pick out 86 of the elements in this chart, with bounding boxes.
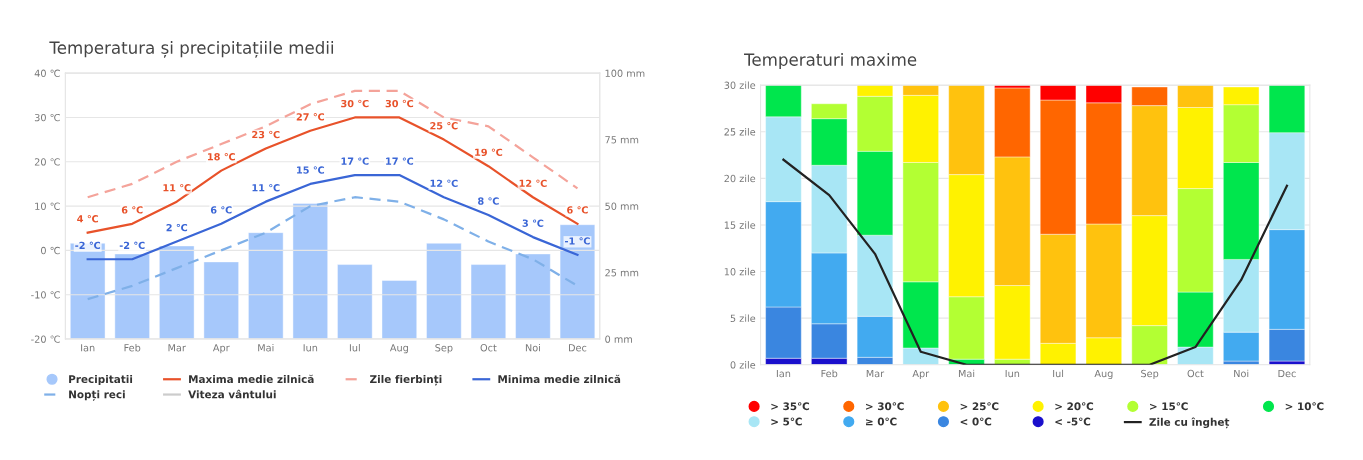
data-label: 27 ℃ bbox=[296, 113, 325, 121]
x-tick-label: Mar bbox=[168, 344, 186, 352]
data-label: 12 ℃ bbox=[519, 179, 547, 187]
legend-label: < 0℃ bbox=[960, 417, 992, 426]
data-label: 11 ℃ bbox=[163, 184, 191, 192]
y-tick-label: 0 ℃ bbox=[41, 246, 60, 255]
legend-label: Zile cu îngheț bbox=[1149, 417, 1230, 429]
data-label: 8 ℃ bbox=[478, 197, 499, 205]
x-tick-label: Iun bbox=[1005, 369, 1020, 378]
y-tick-label: 30 zile bbox=[724, 81, 756, 89]
legend-label: > 20℃ bbox=[1055, 402, 1094, 411]
legend-label: ≥ 0℃ bbox=[866, 417, 897, 426]
data-label: 18 ℃ bbox=[208, 152, 235, 161]
x-tick-label: Iul bbox=[349, 343, 360, 352]
legend-label: Precipitatii bbox=[69, 374, 133, 386]
data-label: 17 ℃ bbox=[341, 157, 369, 165]
legend-label: Maxima medie zilnică bbox=[189, 374, 314, 384]
y-tick-label: 5 zile bbox=[730, 314, 756, 322]
x-tick-label: Ian bbox=[81, 344, 95, 352]
y2-tick-label: 75 mm bbox=[605, 136, 639, 144]
data-label: 11 ℃ bbox=[252, 184, 280, 192]
data-label: 30 ℃ bbox=[341, 99, 369, 108]
legend-label: > 35℃ bbox=[771, 402, 810, 411]
legend-label: Nopți reci bbox=[69, 390, 125, 401]
x-tick-label: Iul bbox=[1053, 369, 1064, 378]
y2-tick-label: 50 mm bbox=[605, 202, 639, 210]
data-label: 2 ℃ bbox=[166, 223, 188, 232]
data-label: 3 ℃ bbox=[522, 219, 544, 227]
y-tick-label: -10 ℃ bbox=[31, 291, 60, 299]
y2-tick-label: 100 mm bbox=[605, 69, 645, 77]
data-label: 6 ℃ bbox=[121, 206, 143, 214]
x-tick-label: Ian bbox=[776, 369, 791, 378]
data-label: -1 ℃ bbox=[565, 237, 590, 245]
y2-tick-label: 25 mm bbox=[605, 269, 639, 277]
x-tick-label: Sep bbox=[435, 344, 453, 354]
data-label: -2 ℃ bbox=[119, 241, 145, 250]
x-tick-label: Sep bbox=[1141, 369, 1159, 380]
x-tick-label: Mai bbox=[258, 343, 274, 352]
data-label: 19 ℃ bbox=[475, 148, 503, 156]
y2-tick-label: 0 mm bbox=[605, 335, 632, 343]
legend-label: Viteza vântului bbox=[188, 389, 276, 399]
chart-title: Temperaturi maxime bbox=[744, 52, 917, 70]
data-label: 6 ℃ bbox=[210, 206, 232, 214]
y-tick-label: 40 ℃ bbox=[34, 69, 60, 77]
x-tick-label: Apr bbox=[912, 369, 930, 380]
data-label: 4 ℃ bbox=[77, 215, 99, 223]
x-tick-label: Iun bbox=[303, 344, 318, 352]
legend-label: > 10℃ bbox=[1285, 402, 1324, 411]
y-tick-label: 25 zile bbox=[724, 128, 756, 136]
x-tick-label: Oct bbox=[1187, 369, 1204, 378]
y-tick-label: 0 zile bbox=[730, 361, 756, 369]
x-tick-label: Aug bbox=[1094, 369, 1113, 380]
data-label: -2 ℃ bbox=[75, 241, 101, 250]
x-tick-label: Dec bbox=[569, 344, 587, 352]
legend-label: > 25℃ bbox=[960, 402, 999, 411]
legend-label: > 5℃ bbox=[771, 417, 802, 426]
data-label: 30 ℃ bbox=[385, 99, 414, 108]
y-tick-label: 20 zile bbox=[724, 174, 756, 183]
legend-label: Minima medie zilnică bbox=[498, 374, 621, 384]
x-tick-label: Noi bbox=[525, 343, 540, 352]
data-label: 12 ℃ bbox=[430, 179, 458, 187]
x-tick-label: Mai bbox=[958, 369, 975, 378]
legend-label: > 15℃ bbox=[1150, 402, 1188, 411]
x-tick-label: Apr bbox=[212, 344, 230, 354]
x-tick-label: Noi bbox=[1234, 369, 1249, 378]
x-tick-label: Feb bbox=[124, 343, 141, 352]
y-tick-label: -20 ℃ bbox=[31, 335, 60, 343]
legend-label: > 30℃ bbox=[866, 402, 904, 411]
legend-label: Zile fierbinți bbox=[370, 374, 442, 386]
chart-title: Temperatura și precipitațiile medii bbox=[49, 41, 334, 58]
data-label: 15 ℃ bbox=[297, 166, 325, 174]
data-label: 17 ℃ bbox=[386, 157, 414, 165]
data-label: 25 ℃ bbox=[430, 121, 458, 130]
y-tick-label: 15 zile bbox=[724, 221, 756, 229]
legend-label: < -5℃ bbox=[1055, 417, 1091, 426]
x-tick-label: Aug bbox=[389, 344, 408, 354]
x-tick-label: Dec bbox=[1278, 369, 1296, 378]
x-tick-label: Oct bbox=[480, 344, 497, 352]
data-label: 23 ℃ bbox=[252, 130, 280, 139]
y-tick-label: 10 zile bbox=[724, 267, 756, 276]
data-label: 6 ℃ bbox=[567, 206, 588, 214]
x-tick-label: Mar bbox=[866, 369, 885, 378]
y-tick-label: 10 ℃ bbox=[35, 202, 60, 210]
x-tick-label: Feb bbox=[821, 369, 838, 378]
y-tick-label: 30 ℃ bbox=[34, 113, 60, 122]
y-tick-label: 20 ℃ bbox=[34, 158, 60, 166]
